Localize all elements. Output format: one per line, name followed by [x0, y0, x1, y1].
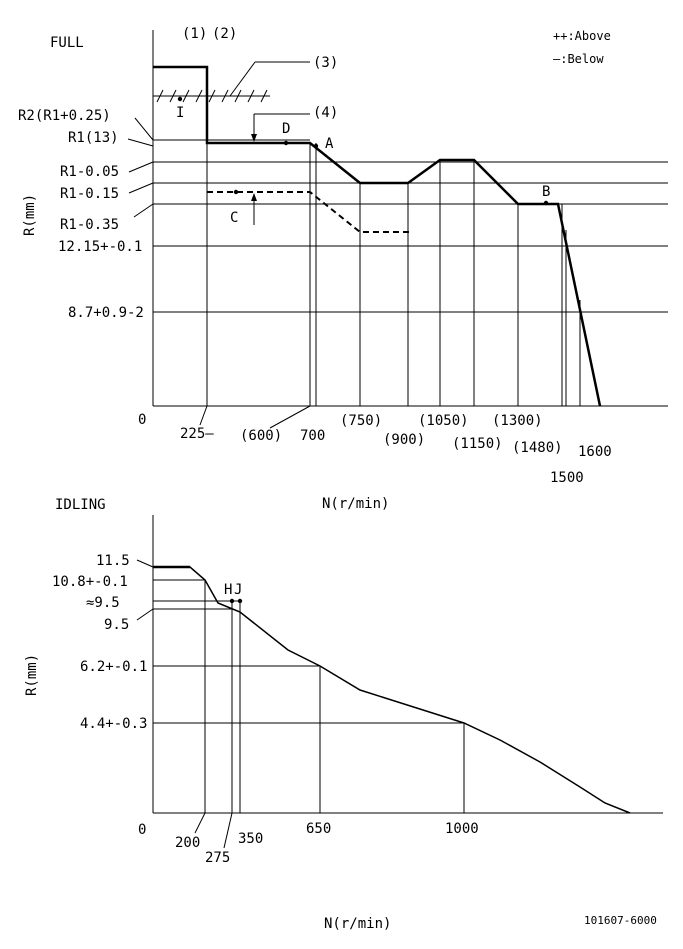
idling-ytick-approx95: ≈9.5 [86, 595, 120, 611]
doc-number: 101607-6000 [584, 914, 657, 927]
idling-xtick-650: 650 [306, 821, 331, 837]
idling-title: IDLING [55, 497, 106, 513]
arrow-4-head [251, 134, 257, 142]
idling-y-axis-title: R(mm) [24, 654, 40, 696]
idling-ytick-108: 10.8+-0.1 [52, 574, 128, 590]
idling-h-gridlines [153, 579, 464, 724]
point-c-label: C [230, 210, 238, 226]
point-a-marker [313, 143, 319, 149]
point-i-label: I [176, 105, 184, 121]
legend-above: ++:Above [553, 29, 611, 43]
full-xtick-225: 225— [180, 426, 214, 442]
full-xtick-1600: 1600 [578, 444, 612, 460]
idling-y-ticks: 11.5 10.8+-0.1 ≈9.5 9.5 6.2+-0.1 4.4+-0.… [52, 553, 154, 732]
full-ytick-r1-005: R1-0.05 [60, 164, 119, 180]
full-y-ticks: R2(R1+0.25) R1(13) R1-0.05 R1-0.15 R1-0.… [18, 108, 154, 321]
idling-curve [153, 566, 631, 814]
idling-xtick-275: 275 [205, 850, 230, 866]
label-2: (2) [212, 26, 237, 42]
point-b-label: B [542, 184, 550, 200]
idling-ytick-44: 4.4+-0.3 [80, 716, 147, 732]
full-ytick-r1: R1(13) [68, 130, 119, 146]
point-h-label: H [224, 582, 232, 598]
full-origin: 0 [138, 412, 146, 428]
full-h-gridlines [153, 139, 668, 313]
idling-xtick-1000: 1000 [445, 821, 479, 837]
full-xtick-600: (600) [240, 428, 282, 444]
point-d-label: D [282, 121, 290, 137]
full-y-axis-title: R(mm) [22, 194, 38, 236]
full-xtick-750: (750) [340, 413, 382, 429]
full-v-gridlines [206, 140, 581, 406]
full-curve [153, 65, 602, 407]
full-x-axis-title: N(r/min) [322, 496, 389, 512]
full-xtick-900: (900) [383, 432, 425, 448]
full-xtick-1300: (1300) [492, 413, 543, 429]
label-1: (1) [182, 26, 207, 42]
full-xtick-1480: (1480) [512, 440, 563, 456]
callout-3-leader [229, 61, 256, 97]
full-x-ticks: 225— (600) 700 (750) (900) (1050) (1150)… [180, 405, 612, 486]
point-i-marker [177, 96, 183, 102]
stop-hatching [156, 89, 268, 103]
full-xtick-1500: 1500 [550, 470, 584, 486]
point-a-label: A [325, 136, 334, 152]
idling-chart: IDLING 0 H J 11.5 [24, 497, 663, 932]
full-title: FULL [50, 35, 84, 51]
full-curve-below [207, 191, 410, 233]
full-ytick-87: 8.7+0.9-2 [68, 305, 144, 321]
full-xtick-1150: (1150) [452, 436, 503, 452]
point-b-marker [543, 200, 549, 206]
idling-ytick-115: 11.5 [96, 553, 130, 569]
idling-xtick-350: 350 [238, 831, 263, 847]
point-j-marker [237, 598, 243, 604]
full-ytick-r2: R2(R1+0.25) [18, 108, 111, 124]
idling-x-axis-title: N(r/min) [324, 916, 391, 932]
callout-4: (4) [313, 105, 338, 121]
legend-below: —:Below [553, 52, 604, 66]
idling-ytick-62: 6.2+-0.1 [80, 659, 147, 675]
idling-x-ticks: 200 275 350 650 1000 [175, 812, 479, 866]
full-ytick-r1-015: R1-0.15 [60, 186, 119, 202]
idling-xtick-200: 200 [175, 835, 200, 851]
full-chart: FULL (1) (2) ++:Above —:Below 0 [18, 26, 668, 512]
arrow-c-head [251, 193, 257, 201]
full-xtick-700: 700 [300, 428, 325, 444]
idling-ytick-95: 9.5 [104, 617, 129, 633]
full-xtick-1050: (1050) [418, 413, 469, 429]
idling-v-gridlines [204, 580, 465, 813]
point-c-marker [233, 189, 239, 195]
point-j-label: J [234, 582, 242, 598]
point-d-marker [283, 140, 289, 146]
full-ytick-1215: 12.15+-0.1 [58, 239, 142, 255]
point-h-marker [229, 598, 235, 604]
idling-origin: 0 [138, 822, 146, 838]
callout-3: (3) [313, 55, 338, 71]
full-ytick-r1-035: R1-0.35 [60, 217, 119, 233]
